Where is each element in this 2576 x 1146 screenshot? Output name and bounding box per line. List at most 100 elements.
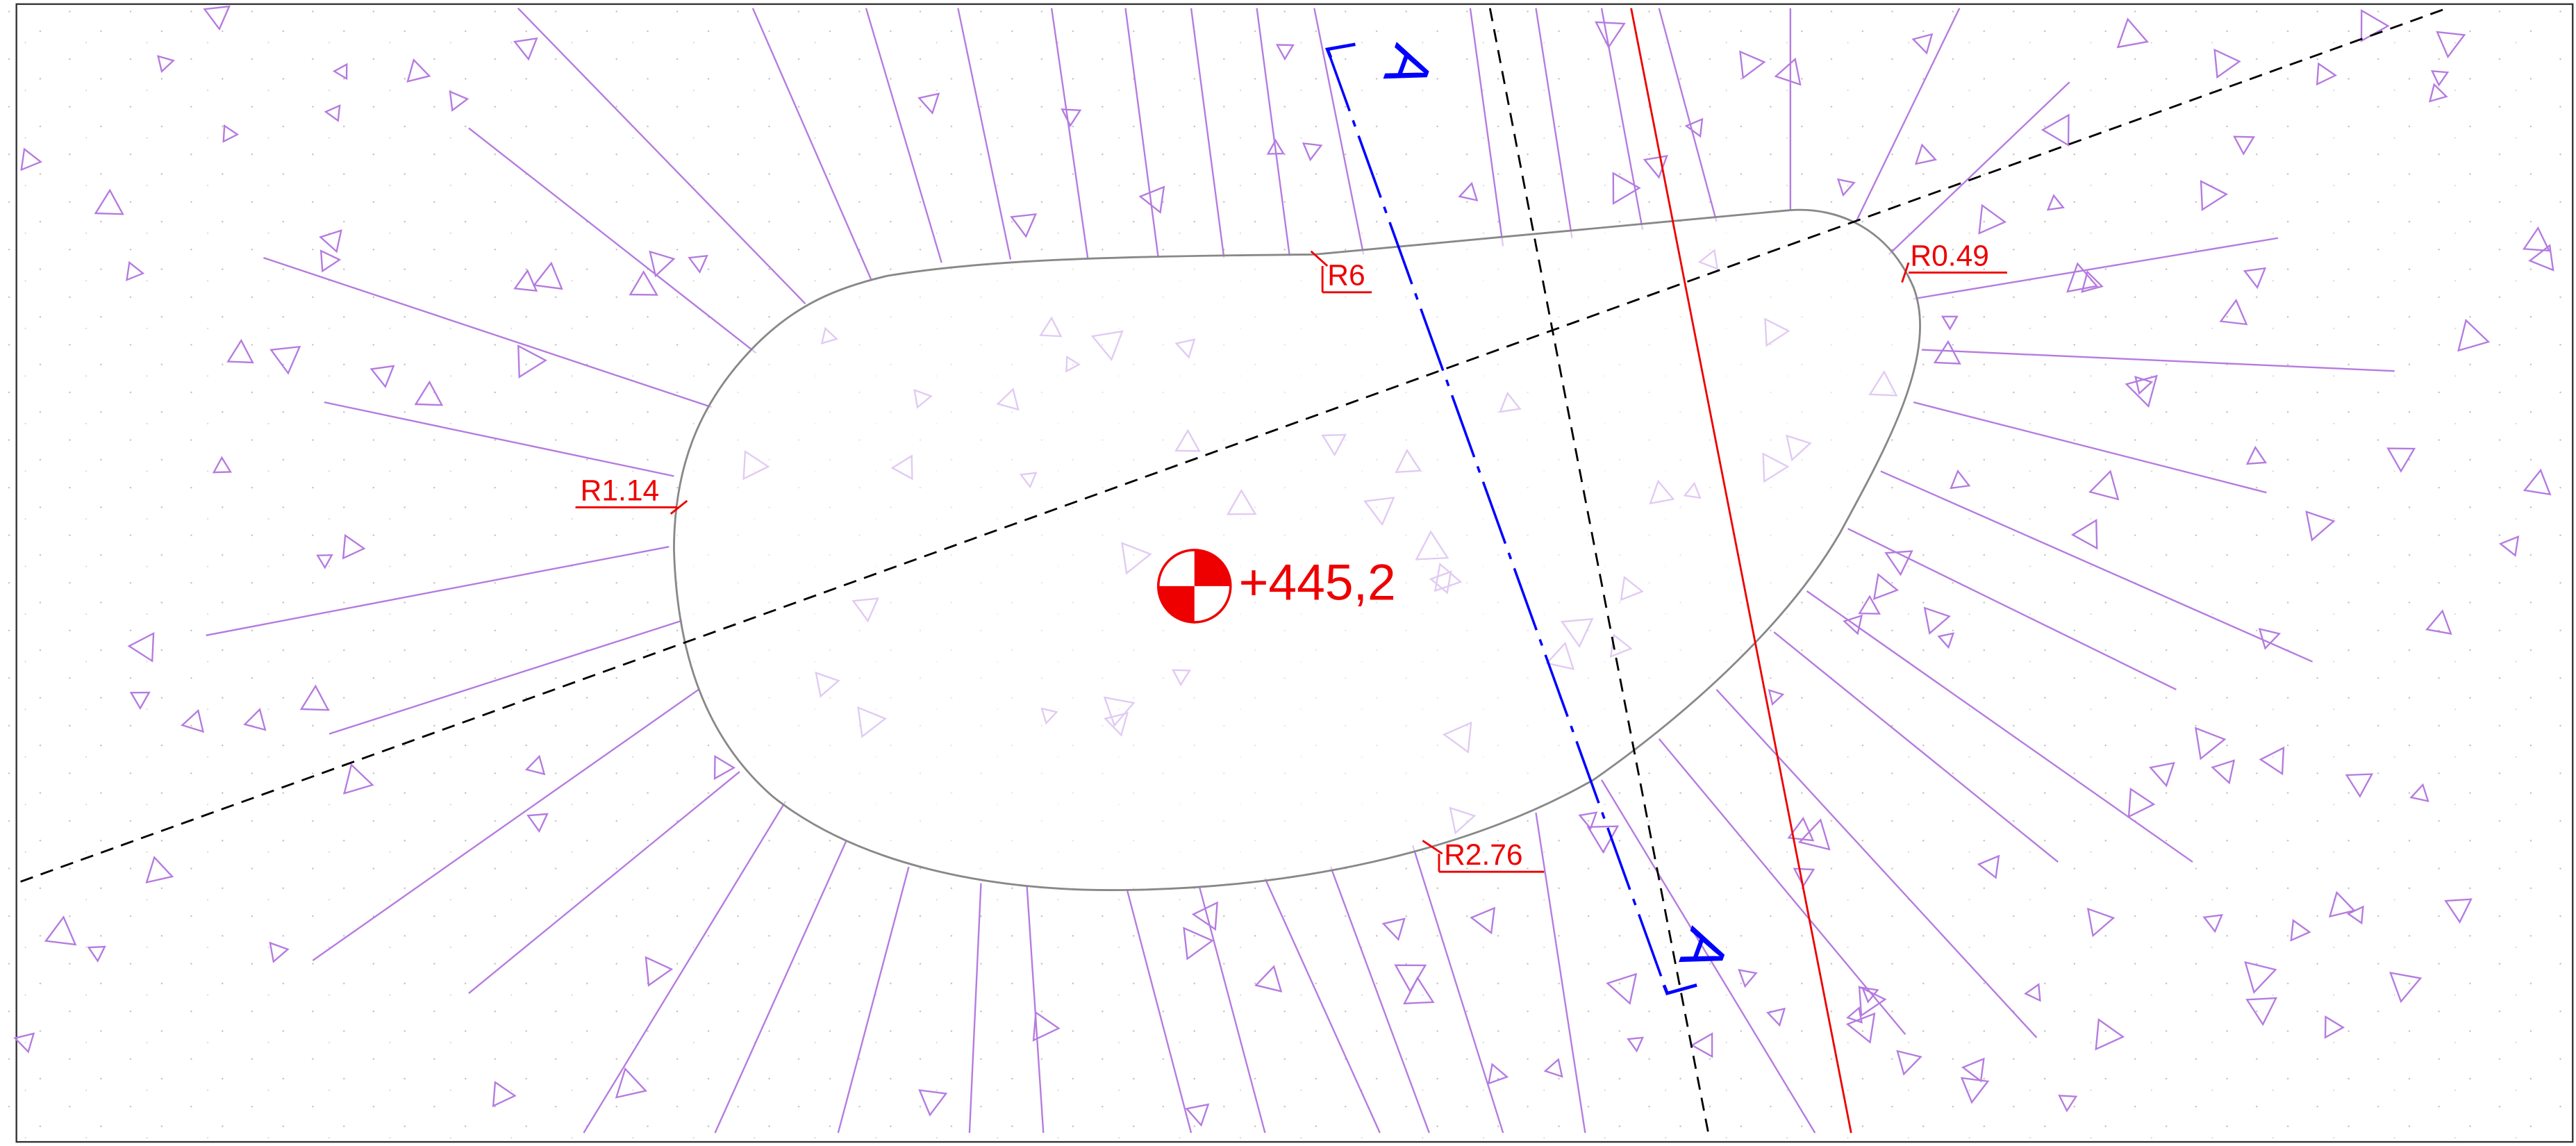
section-tick [1324,42,1356,58]
hatch-line [1412,845,1504,1133]
terrain-triangle [414,380,444,406]
hatch-line [865,8,942,263]
hatch-line [583,800,787,1133]
terrain-triangle [369,365,395,389]
terrain-triangle [299,684,330,711]
terrain-triangle [2058,1095,2078,1113]
terrain-triangle [1937,632,1955,649]
hatch-line [751,8,872,280]
hatch-line [1124,8,1159,258]
terrain-triangle [324,104,341,122]
terrain-triangle [1961,1057,1985,1083]
terrain-triangle [649,250,676,278]
terrain-triangle [2290,919,2311,942]
hatch-line [714,840,847,1133]
hatch-line [1880,470,2313,663]
terrain-triangle [2070,519,2098,550]
terrain-triangle [2046,194,2065,211]
terrain-triangle [269,941,290,963]
terrain-triangle [212,456,232,474]
hatch-line [1329,866,1430,1133]
terrain-triangle [157,55,175,74]
terrain-triangle [2245,445,2268,465]
terrain-triangle [1470,906,1496,935]
terrain-triangle [316,554,333,570]
terrain-triangle [44,915,77,946]
terrain-triangle [1266,138,1285,155]
terrain-triangle [1950,469,1971,490]
hatch-line [468,771,740,995]
terrain-triangle [524,754,546,776]
terrain-triangle [2346,905,2364,925]
terrain-triangle [1738,969,1758,988]
terrain-triangle [1191,901,1218,931]
terrain-triangle [2024,983,2041,1002]
terrain-triangle [1846,1006,1863,1024]
terrain-triangle [319,249,342,273]
terrain-triangle [319,229,342,254]
terrain-triangle [2200,179,2229,211]
terrain-triangle [2125,374,2158,408]
terrain-triangle [87,945,106,963]
terrain-triangle [1768,689,1785,706]
terrain-triangle [2498,535,2520,557]
terrain-triangle [2444,898,2473,924]
elevation-label: +445,2 [1239,554,1396,611]
terrain-triangle [1010,213,1038,238]
hatch-line [1847,528,2177,690]
hatch-line [312,688,699,961]
terrain-triangle [2245,997,2278,1027]
terrain-triangle [2328,890,2356,918]
terrain-triangle [2409,783,2429,802]
hatch-line [1600,779,1816,1133]
terrain-triangle [145,856,174,883]
hatch-line [324,401,674,477]
terrain-triangle [203,5,231,31]
boundary-line [1630,8,1852,1133]
radius-label: R6 [1327,259,1365,292]
terrain-triangle [2202,913,2223,933]
terrain-triangle [343,763,374,795]
hatch-line [1469,8,1504,247]
terrain-triangle [1923,606,1952,635]
hatch-line [1535,8,1573,238]
section-line [1326,49,1669,994]
radius-label: R0.49 [1910,239,1989,272]
terrain-triangle [517,344,547,379]
terrain-triangle [2116,17,2150,49]
terrain-triangle [2324,1015,2345,1039]
terrain-triangle [2066,262,2099,293]
terrain-triangle [2041,113,2070,147]
terrain-triangle [269,345,301,375]
terrain-triangle [127,632,155,663]
terrain-triangle [2088,470,2120,501]
terrain-triangle [2149,761,2175,788]
terrain-triangle [1381,917,1406,941]
terrain-triangle [2389,972,2423,1004]
terrain-triangle [2523,468,2552,496]
terrain-triangle [1578,811,1598,831]
terrain-triangle [1978,204,2007,235]
terrain-triangle [2305,510,2336,542]
terrain-triangle [1275,44,1295,61]
terrain-triangle [1594,21,1626,49]
terrain-triangle [1394,964,1427,993]
terrain-triangle [1627,1036,1645,1053]
terrain-triangle [1606,972,1638,1005]
hatch-line [957,8,1012,260]
terrain-triangle [1487,1063,1509,1085]
terrain-triangle [1845,1012,1876,1044]
hatch-line [1190,8,1225,258]
terrain-triangle [1872,572,1900,600]
hatch-line [968,883,982,1133]
hatch-line [1855,8,1961,222]
terrain-triangle [1690,1032,1713,1058]
hatch-line [1913,401,2267,494]
terrain-triangle [342,533,366,560]
terrain-triangle [1797,818,1831,851]
terrain-triangle [2522,226,2551,252]
terrain-triangle [1911,33,1934,55]
terrain-triangle [1896,1049,1922,1076]
axis-line [20,7,2448,883]
